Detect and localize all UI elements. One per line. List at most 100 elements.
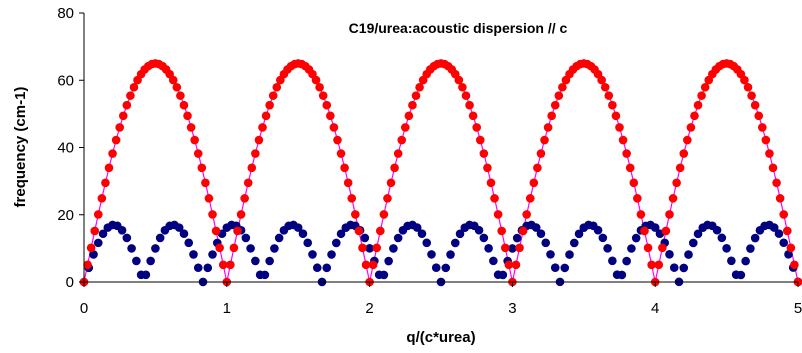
data-point-upper — [122, 100, 132, 110]
data-point-upper — [208, 210, 217, 219]
data-point-lower — [274, 233, 284, 243]
data-point-upper — [376, 226, 385, 236]
data-point-upper — [108, 149, 117, 158]
data-point-upper — [383, 194, 392, 203]
chart-title: C19/urea:acoustic dispersion // c — [349, 20, 568, 36]
data-point-upper — [554, 91, 564, 100]
data-point-upper — [318, 91, 328, 100]
data-point-lower — [474, 225, 484, 235]
x-axis-title: q/(c*urea) — [406, 329, 475, 346]
data-point-lower — [593, 225, 603, 235]
data-point-lower — [546, 250, 555, 259]
data-point-lower — [688, 238, 698, 248]
data-point-lower — [122, 233, 132, 243]
data-point-upper — [758, 123, 767, 132]
data-point-upper — [458, 82, 467, 92]
data-point-lower — [327, 250, 336, 259]
data-point-lower — [251, 256, 260, 266]
data-point-upper — [347, 194, 357, 203]
data-point-lower — [431, 263, 441, 273]
data-point-upper — [86, 243, 96, 253]
data-point-upper — [629, 178, 639, 188]
data-point-lower — [665, 250, 674, 259]
data-point-upper — [322, 100, 332, 110]
data-point-upper — [675, 163, 685, 173]
data-point-upper — [186, 123, 196, 132]
data-point-upper — [608, 100, 617, 110]
data-point-lower — [769, 223, 779, 232]
data-point-upper — [111, 135, 121, 145]
data-point-lower — [127, 244, 136, 253]
data-point-upper — [700, 82, 710, 92]
data-point-lower — [774, 229, 784, 238]
data-point-upper — [351, 210, 360, 219]
data-point-upper — [401, 123, 410, 132]
data-point-upper — [693, 100, 703, 110]
data-point-upper — [465, 100, 474, 110]
data-point-upper — [765, 149, 774, 158]
data-point-upper — [240, 194, 249, 203]
data-point-upper — [268, 91, 278, 100]
data-point-upper — [515, 243, 524, 253]
data-point-upper — [233, 226, 242, 236]
data-point-upper — [611, 111, 621, 121]
data-point-lower — [384, 256, 393, 266]
x-tick-label: 0 — [80, 300, 88, 317]
data-point-upper — [600, 82, 610, 92]
data-point-lower — [151, 244, 160, 253]
plot-area — [79, 59, 802, 287]
data-point-upper — [754, 111, 764, 121]
data-point-lower — [322, 263, 332, 273]
data-point-upper — [540, 135, 549, 145]
data-point-upper — [179, 100, 189, 110]
data-point-upper — [668, 194, 678, 203]
data-point-lower — [141, 270, 151, 280]
data-point-upper — [504, 260, 514, 270]
data-point-upper — [761, 135, 771, 145]
data-point-upper — [265, 100, 274, 110]
data-point-upper — [782, 226, 792, 236]
data-point-lower — [693, 229, 703, 239]
data-point-upper — [750, 100, 760, 110]
data-point-upper — [654, 260, 664, 270]
data-point-upper — [408, 100, 417, 110]
data-point-lower — [298, 229, 308, 239]
data-point-upper — [229, 243, 239, 253]
data-point-upper — [393, 149, 403, 158]
data-point-upper — [329, 123, 339, 132]
data-point-lower — [241, 233, 251, 243]
data-point-upper — [311, 75, 321, 85]
data-point-lower — [489, 256, 498, 266]
data-point-lower — [712, 225, 722, 235]
data-point-upper — [686, 123, 696, 132]
data-point-upper — [672, 178, 681, 188]
data-point-upper — [201, 178, 210, 188]
data-point-lower — [627, 244, 636, 253]
data-point-upper — [390, 163, 399, 173]
data-point-lower — [417, 229, 427, 238]
data-point-lower — [784, 250, 793, 259]
data-point-lower — [541, 238, 551, 248]
data-point-lower — [746, 244, 755, 253]
data-point-upper — [101, 178, 110, 188]
data-point-lower — [479, 233, 489, 243]
data-point-lower — [750, 233, 760, 243]
data-point-lower — [450, 238, 460, 248]
data-point-lower — [603, 243, 612, 253]
axes: 0 1 2 3 4 5 0 20 40 60 80 — [57, 5, 802, 317]
data-point-upper — [97, 194, 107, 203]
data-point-upper — [640, 226, 649, 236]
data-point-lower — [365, 244, 374, 253]
data-point-upper — [633, 194, 642, 203]
data-point-lower — [427, 250, 436, 259]
data-point-upper — [176, 91, 185, 100]
data-point-lower — [560, 263, 570, 273]
data-point-lower — [93, 238, 103, 248]
data-point-lower — [331, 238, 341, 248]
data-point-upper — [251, 149, 260, 158]
data-point-lower — [174, 223, 184, 232]
data-point-upper — [747, 91, 756, 100]
data-point-upper — [636, 210, 646, 219]
data-point-lower — [379, 270, 389, 280]
